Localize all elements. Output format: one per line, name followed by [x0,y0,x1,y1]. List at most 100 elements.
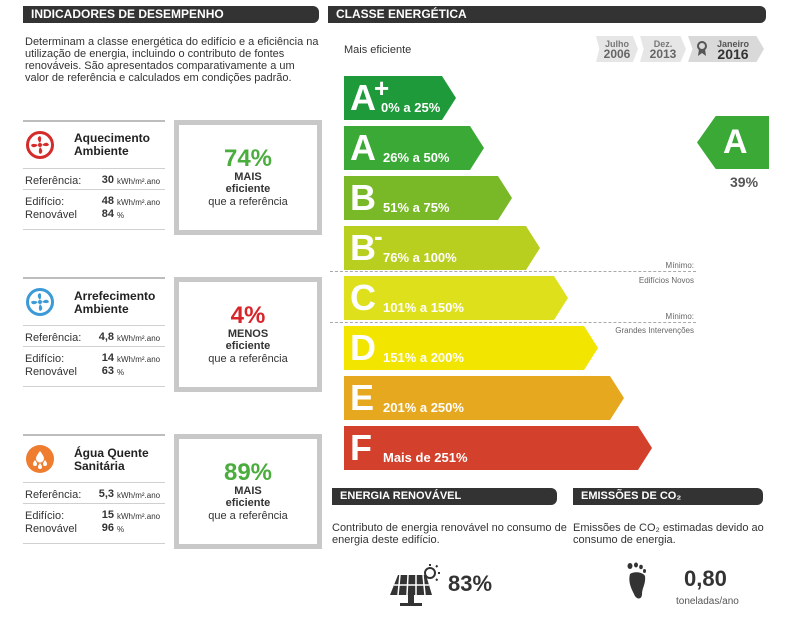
reference-unit: kWh/m².ano [117,334,161,343]
energy-class-range: 151% a 200% [383,350,464,365]
renewable-header: ENERGIA RENOVÁVEL [332,488,557,505]
energy-class-bar: C 101% a 150% [344,276,568,320]
efficiency-percent: 89% [223,459,273,486]
efficiency-desc: eficiente [225,340,271,352]
current-class-arrow: A [697,116,769,169]
indicator-title: Aquecimento Ambiente [74,131,151,158]
heating-fan-icon [26,131,54,159]
energy-class-bar: B 51% a 75% [344,176,512,220]
energy-class-bar: A +0% a 25% [344,76,456,120]
renewable-label: Renovável [25,209,77,221]
indicator-hot-water: Água Quente Sanitária Referência: 5,3 kWh… [0,434,330,554]
reference-unit: kWh/m².ano [117,491,161,500]
reference-unit: kWh/m².ano [117,177,161,186]
efficiency-box: 4% MENOS eficiente que a referência [174,277,322,392]
reference-label: Referência: [25,332,82,344]
building-unit: kWh/m².ano [117,198,161,207]
efficiency-desc: eficiente [225,497,271,509]
minimum-renov-sub: Grandes Intervenções [615,326,694,335]
energy-class-range: 0% a 25% [381,100,441,115]
energy-class-range: 51% a 75% [383,200,450,215]
efficiency-desc-ref: que a referência [208,510,288,522]
most-efficient-label: Mais eficiente [344,44,412,56]
reference-label: Referência: [25,175,82,187]
energy-scale: A +0% a 25% A 26% a 50% B 51% a 75% B -76% a 10… [344,76,664,476]
building-label: Edifício: [25,196,65,208]
energy-class-range: Mais de 251% [383,450,468,465]
energy-class-letter: D [350,327,376,368]
building-label: Edifício: [25,353,65,365]
efficiency-desc: eficiente [225,183,271,195]
energy-class-range: 201% a 250% [383,400,464,415]
reference-value: 30 [101,174,114,186]
indicator-title: Água Quente Sanitária [74,446,149,473]
reference-value: 5,3 [98,488,114,500]
efficiency-desc-ref: que a referência [208,353,288,365]
energy-class-modifier: + [374,73,390,103]
date-chip-2006: Julho 2006 [596,36,638,62]
minimum-renov-label: Mínimo: [665,312,694,321]
renewable-label: Renovável [25,523,77,535]
indicator-cooling: Arrefecimento Ambiente Referência: 4,8 kW… [0,277,330,397]
efficiency-percent: 74% [223,145,273,172]
renewable-unit: % [117,211,125,220]
energy-class-bar: E 201% a 250% [344,376,624,420]
building-value: 14 [101,352,114,364]
efficiency-box: 74% MAIS eficiente que a referência [174,120,322,235]
energy-class-modifier: - [374,221,383,251]
energy-class-range: 26% a 50% [383,150,450,165]
date-chip-2013: Dez. 2013 [640,36,686,62]
energy-class-letter: A [350,127,376,168]
indicators-header: INDICADORES DE DESEMPENHO [23,6,319,23]
co2-value: 0,80 [684,566,727,591]
efficiency-word: MAIS [234,485,262,497]
intro-text: Determinam a classe energética do edifíc… [25,36,319,84]
current-class-percent: 39% [730,174,759,190]
footprint-icon [626,562,648,602]
energy-class-range: 101% a 150% [383,300,464,315]
solar-panel-icon [386,563,442,607]
energy-class-letter: B [350,227,376,268]
efficiency-desc-ref: que a referência [208,196,288,208]
energy-class-bar: A 26% a 50% [344,126,484,170]
renewable-value: 63 [101,365,114,377]
reference-value: 4,8 [98,331,114,343]
minimum-new-line [330,271,696,272]
efficiency-percent: 4% [230,302,266,329]
renewable-value: 96 [101,522,114,534]
energy-class-letter: A [350,77,376,118]
co2-text: Emissões de CO₂ estimadas devido ao cons… [573,522,764,546]
efficiency-word: MENOS [227,328,269,340]
efficiency-word: MAIS [234,171,262,183]
energy-class-bar: F Mais de 251% [344,426,652,470]
energy-class-range: 76% a 100% [383,250,457,265]
renewable-unit: % [117,368,125,377]
renewable-label: Renovável [25,366,77,378]
building-value: 48 [101,195,114,207]
building-unit: kWh/m².ano [117,512,161,521]
efficiency-box: 89% MAIS eficiente que a referência [174,434,322,549]
minimum-renov-line [330,322,696,323]
energy-class-header: CLASSE ENERGÉTICA [328,6,766,23]
indicator-heating: Aquecimento Ambiente Referência: 30 kWh/m… [0,120,330,240]
energy-class-bar: D 151% a 200% [344,326,598,370]
renewable-value: 84 [101,208,114,220]
building-unit: kWh/m².ano [117,355,161,364]
energy-class-bar: B -76% a 100% [344,226,540,270]
renewable-unit: % [117,525,125,534]
reference-label: Referência: [25,489,82,501]
minimum-new-label: Mínimo: [665,261,694,270]
co2-unit: toneladas/ano [676,596,739,607]
minimum-new-sub: Edifícios Novos [638,276,694,285]
energy-class-letter: C [350,277,376,318]
energy-class-letter: E [350,377,375,418]
energy-class-letter: B [350,177,376,218]
renewable-percent: 83% [448,571,493,596]
renewable-text: Contributo de energia renovável no consu… [332,522,567,546]
hot-water-drops-icon [26,445,54,473]
date-chip-2016: Janeiro 2016 [688,36,764,62]
indicator-title: Arrefecimento Ambiente [74,289,156,316]
building-label: Edifício: [25,510,65,522]
cooling-fan-icon [26,288,54,316]
co2-header: EMISSÕES DE CO₂ [573,488,763,505]
